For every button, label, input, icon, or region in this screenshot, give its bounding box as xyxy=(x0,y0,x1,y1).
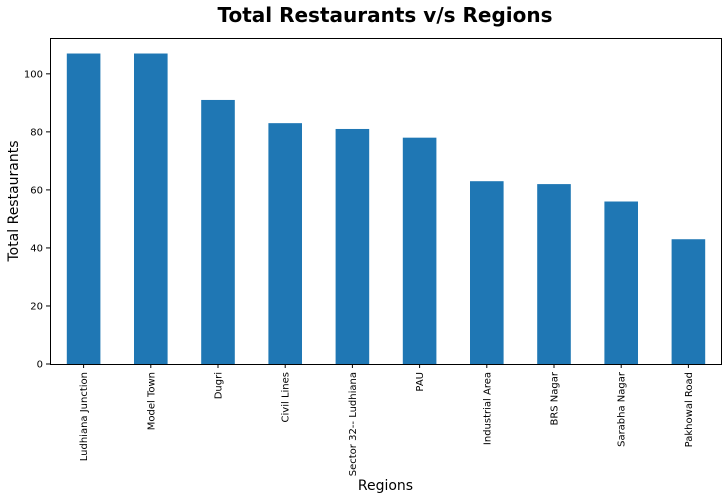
x-axis-ticks: Ludhiana Junction Model Town Dugri Civil Li… xyxy=(79,364,695,476)
bar-2 xyxy=(201,99,235,364)
x-tick-label: PAU xyxy=(415,372,426,392)
y-tick-label: 40 xyxy=(30,243,43,254)
y-axis-title: Total Restaurants xyxy=(6,140,22,262)
y-tick-label: 0 xyxy=(37,360,43,371)
x-tick-label: Pakhowal Road xyxy=(684,372,695,447)
bar-4 xyxy=(335,128,370,364)
x-tick-label: Sarabha Nagar xyxy=(617,371,628,447)
y-tick-label: 100 xyxy=(24,69,43,80)
x-tick-label: Dugri xyxy=(214,372,225,399)
chart-title: Total Restaurants v/s Regions xyxy=(217,3,552,27)
y-axis-ticks: 0 20 40 60 80 100 xyxy=(24,69,50,371)
y-tick-label: 20 xyxy=(30,301,43,312)
bar-1 xyxy=(134,53,168,365)
bars-group xyxy=(66,53,706,365)
x-tick-label: Sector 32-- Ludhiana xyxy=(348,372,359,476)
bar-7 xyxy=(537,184,571,364)
bar-5 xyxy=(402,137,437,364)
bar-9 xyxy=(671,239,706,364)
x-tick-label: Model Town xyxy=(146,372,157,430)
bar-6 xyxy=(470,181,504,364)
x-tick-label: Ludhiana Junction xyxy=(79,372,90,461)
plot-frame xyxy=(50,38,722,365)
y-tick-label: 60 xyxy=(30,185,43,196)
bar-8 xyxy=(604,201,638,364)
y-tick-label: 80 xyxy=(30,127,43,138)
bar-3 xyxy=(268,123,302,364)
bar-0 xyxy=(66,53,101,365)
x-tick-label: BRS Nagar xyxy=(550,371,561,425)
x-tick-label: Industrial Area xyxy=(482,372,493,445)
x-tick-label: Civil Lines xyxy=(281,372,292,422)
x-axis-title: Regions xyxy=(358,478,413,494)
